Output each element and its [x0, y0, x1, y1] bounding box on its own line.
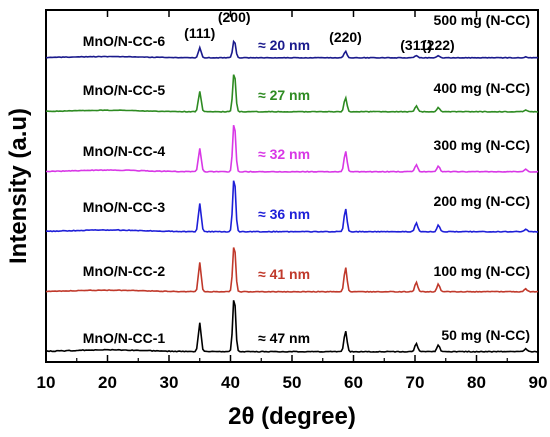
x-tick-label: 80: [467, 373, 486, 392]
series-line-2: [45, 247, 539, 293]
series-label-layer: MnO/N-CC-1 ≈ 47 nm 50 mg (N-CC) MnO/N-CC-2 ≈…: [83, 12, 530, 346]
series-line-4: [45, 124, 539, 173]
x-tick-label: 50: [283, 373, 302, 392]
x-tick-label: 30: [160, 373, 179, 392]
x-tick-label: 60: [344, 373, 363, 392]
series-line-5: [45, 74, 539, 113]
x-axis: 10 20 30 40 50 60 70 80 90: [37, 10, 548, 392]
x-tick-label: 20: [98, 373, 117, 392]
peak-label: (222): [422, 37, 455, 53]
series-name-label: MnO/N-CC-4: [83, 143, 166, 159]
mass-label: 100 mg (N-CC): [434, 263, 530, 279]
x-tick-label: 90: [529, 373, 548, 392]
x-tick-label: 70: [406, 373, 425, 392]
mass-label: 300 mg (N-CC): [434, 137, 530, 153]
series-line-6: [46, 39, 539, 59]
crystallite-size-label: ≈ 27 nm: [258, 87, 310, 103]
peak-label-layer: (111)(200) (220) (311)(222): [184, 9, 455, 53]
crystallite-size-label: ≈ 32 nm: [258, 146, 310, 162]
trace-layer: [45, 39, 539, 353]
mass-label: 400 mg (N-CC): [434, 80, 530, 96]
series-name-label: MnO/N-CC-5: [83, 82, 166, 98]
peak-label: (200): [218, 9, 251, 25]
crystallite-size-label: ≈ 20 nm: [258, 37, 310, 53]
series-line-3: [45, 180, 539, 233]
x-axis-label: 2θ (degree): [228, 403, 356, 430]
crystallite-size-label: ≈ 41 nm: [258, 266, 310, 282]
mass-label: 50 mg (N-CC): [441, 327, 530, 343]
mass-label: 500 mg (N-CC): [434, 12, 530, 28]
x-tick-label: 40: [221, 373, 240, 392]
series-name-label: MnO/N-CC-6: [83, 33, 166, 49]
plot-frame: [45, 9, 539, 363]
x-tick-label: 10: [37, 373, 56, 392]
crystallite-size-label: ≈ 47 nm: [258, 330, 310, 346]
peak-label: (111): [184, 25, 215, 41]
series-name-label: MnO/N-CC-1: [83, 330, 166, 346]
series-line-1: [45, 300, 539, 353]
crystallite-size-label: ≈ 36 nm: [258, 206, 310, 222]
y-axis-label: Intensity (a.u): [5, 108, 32, 264]
peak-label: (311): [400, 37, 432, 53]
series-name-label: MnO/N-CC-3: [83, 199, 166, 215]
mass-label: 200 mg (N-CC): [434, 193, 530, 209]
peak-label: (220): [329, 29, 362, 45]
series-name-label: MnO/N-CC-2: [83, 263, 166, 279]
